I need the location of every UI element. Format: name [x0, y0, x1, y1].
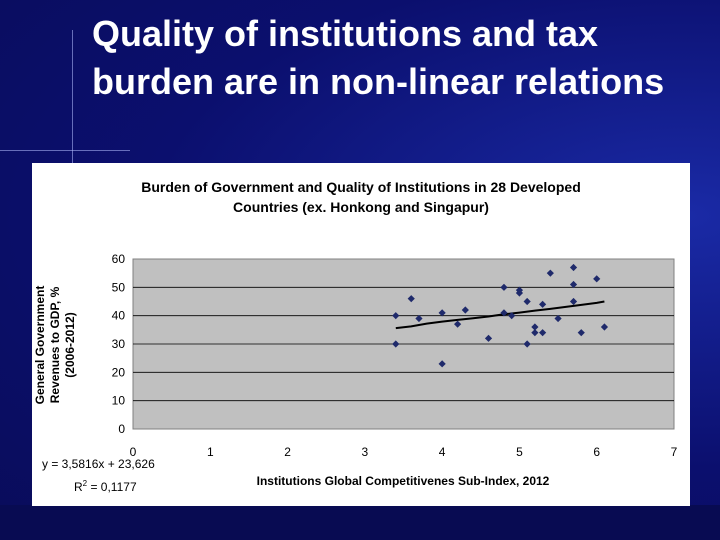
data-point [438, 309, 446, 317]
x-tick-label: 2 [284, 445, 291, 459]
r-squared-r: R [74, 480, 83, 494]
y-tick-label: 60 [112, 252, 126, 266]
y-tick-label: 20 [112, 365, 126, 379]
data-point [454, 320, 462, 328]
x-tick-label: 0 [130, 445, 137, 459]
slide-footer-band [0, 505, 720, 540]
data-point [523, 340, 531, 348]
r-squared-value: = 0,1177 [87, 480, 137, 494]
data-point [539, 329, 547, 337]
data-point [523, 297, 531, 306]
scatter-chart: Burden of Government and Quality of Inst… [33, 179, 678, 488]
r-squared-exponent: 2 [82, 479, 88, 488]
data-point [461, 306, 469, 314]
x-tick-label: 6 [593, 445, 600, 459]
x-tick-label: 1 [207, 445, 214, 459]
y-axis-label-line: (2006-2012) [63, 312, 77, 377]
y-tick-label: 0 [118, 422, 125, 436]
data-point [438, 360, 446, 368]
y-axis-label-line: General Government [33, 286, 47, 405]
data-point [569, 297, 578, 306]
trendline-equation: y = 3,5816x + 23,626 [42, 457, 155, 471]
decorative-line-vertical [72, 30, 73, 170]
data-point [554, 314, 562, 323]
x-axis-label: Institutions Global Competitivenes Sub-I… [257, 474, 550, 488]
data-point [600, 323, 609, 331]
data-point [569, 263, 578, 272]
y-axis-label-line: Revenues to GDP, % [48, 286, 62, 403]
y-tick-label: 50 [112, 280, 126, 294]
slide-title: Quality of institutions and tax burden a… [92, 13, 665, 102]
data-point [515, 289, 524, 297]
data-point [415, 314, 423, 323]
x-tick-label: 4 [439, 445, 446, 459]
chart-title-line: Burden of Government and Quality of Inst… [141, 179, 581, 195]
data-point [531, 323, 539, 331]
x-tick-label: 3 [362, 445, 369, 459]
y-tick-label: 10 [112, 394, 126, 408]
x-tick-label: 7 [671, 445, 678, 459]
chart-title-line: Countries (ex. Honkong and Singapur) [233, 199, 489, 215]
data-point [392, 340, 400, 348]
r-squared-label: R2 = 0,1177 [74, 479, 137, 494]
data-point [539, 300, 547, 308]
data-point [531, 329, 539, 337]
y-tick-label: 40 [112, 309, 126, 323]
x-tick-label: 5 [516, 445, 523, 459]
data-point [569, 280, 578, 289]
y-axis-label: General GovernmentRevenues to GDP, %(200… [33, 286, 77, 405]
decorative-line-horizontal [0, 150, 130, 151]
y-tick-label: 30 [112, 337, 126, 351]
chart-panel: Burden of Government and Quality of Inst… [32, 163, 690, 506]
